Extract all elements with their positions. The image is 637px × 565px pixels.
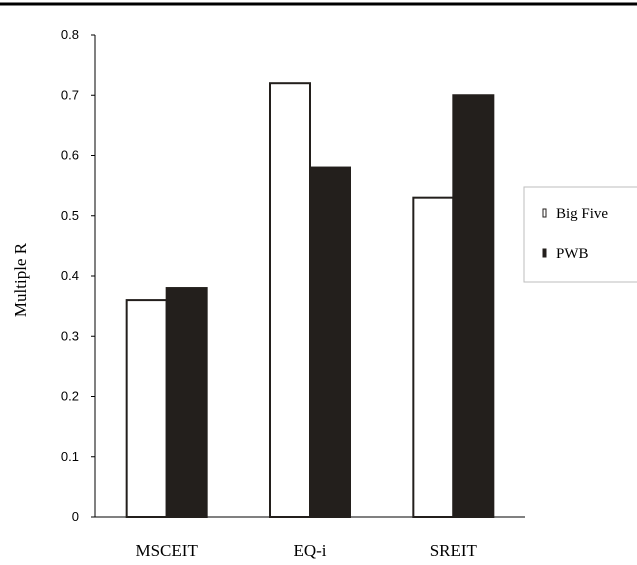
- x-category-label: MSCEIT: [135, 541, 198, 560]
- bar-eq-i-pwb: [309, 166, 351, 519]
- bar-msceit-pwb: [165, 287, 208, 518]
- bar-eq-i-big-five: [269, 82, 311, 518]
- legend: Big Five PWB: [523, 186, 637, 283]
- y-axis-title: Multiple R: [11, 242, 30, 317]
- y-tick-label: 0.5: [61, 208, 79, 223]
- legend-label: PWB: [556, 246, 589, 262]
- legend-swatch: [542, 248, 547, 258]
- y-tick-label: 0: [72, 509, 79, 524]
- bars: [125, 82, 495, 519]
- y-axis: 0 0.1 0.2 0.3 0.4 0.5 0.6 0.7 0.8: [61, 27, 96, 524]
- bar-sreit-pwb: [452, 94, 495, 518]
- y-tick-label: 0.6: [61, 148, 79, 163]
- x-category-label: EQ-i: [293, 541, 326, 560]
- y-tick-label: 0.7: [61, 87, 79, 102]
- y-tick-label: 0.1: [61, 449, 79, 464]
- legend-swatch: [542, 208, 547, 218]
- y-tick-label: 0.4: [61, 268, 79, 283]
- y-tick-label: 0.3: [61, 328, 79, 343]
- bar-sreit-big-five: [412, 196, 455, 519]
- y-tick-label: 0.8: [61, 27, 79, 42]
- bar-msceit-big-five: [125, 299, 168, 518]
- legend-box: [523, 186, 637, 283]
- x-category-label: SREIT: [430, 541, 478, 560]
- legend-label: Big Five: [556, 206, 608, 222]
- y-tick-label: 0.2: [61, 389, 79, 404]
- x-axis: MSCEIT EQ-i SREIT: [95, 516, 525, 560]
